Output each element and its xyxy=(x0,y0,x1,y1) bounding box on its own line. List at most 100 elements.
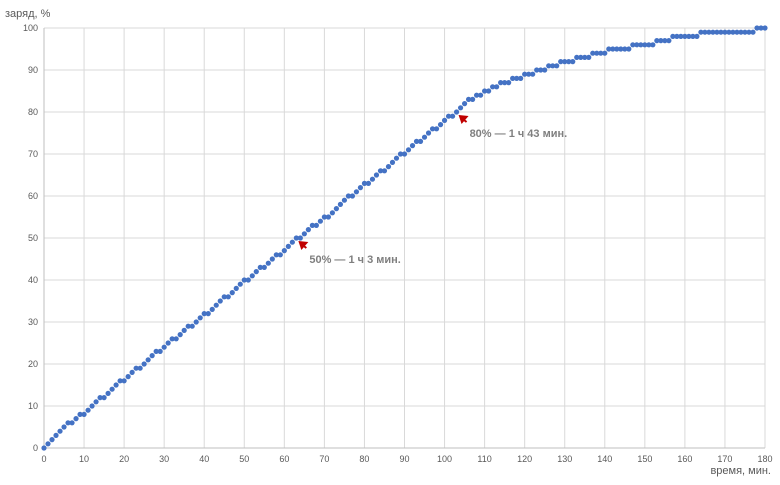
x-tick-label: 60 xyxy=(279,454,289,464)
data-point xyxy=(710,29,716,35)
annotation: 50% — 1 ч 3 мин. xyxy=(298,241,401,266)
data-point xyxy=(261,264,267,270)
data-point xyxy=(582,54,588,61)
data-point xyxy=(53,432,59,438)
data-point xyxy=(137,365,143,371)
x-tick-label: 0 xyxy=(41,454,46,464)
data-point xyxy=(738,29,744,35)
data-point xyxy=(734,29,740,35)
data-point xyxy=(201,311,207,317)
data-point xyxy=(702,29,708,35)
data-point xyxy=(57,428,63,434)
data-point xyxy=(490,84,496,90)
data-point xyxy=(317,218,323,224)
data-point xyxy=(125,374,131,380)
data-point xyxy=(41,445,47,451)
data-point xyxy=(722,29,728,35)
data-point xyxy=(474,92,480,98)
data-point xyxy=(233,285,239,291)
data-point xyxy=(221,294,227,300)
gridlines xyxy=(44,27,766,448)
data-point xyxy=(165,340,171,346)
data-point xyxy=(610,46,616,52)
data-point xyxy=(746,29,752,35)
data-point xyxy=(385,164,392,170)
data-point xyxy=(361,180,368,186)
annotation-arrow-icon xyxy=(298,241,309,250)
data-point xyxy=(646,42,652,48)
data-point xyxy=(209,306,215,312)
y-tick-label: 100 xyxy=(23,23,38,33)
data-point xyxy=(622,46,628,52)
data-point xyxy=(97,395,103,401)
data-point xyxy=(558,59,564,65)
data-point xyxy=(193,319,199,325)
data-point xyxy=(309,222,315,228)
data-point xyxy=(706,29,712,35)
data-point xyxy=(345,193,352,199)
data-point xyxy=(570,59,576,65)
data-point xyxy=(750,29,756,35)
data-point xyxy=(614,46,620,52)
data-point xyxy=(117,378,123,384)
data-point xyxy=(381,168,388,174)
data-point xyxy=(285,243,291,249)
data-point xyxy=(674,33,680,40)
data-point xyxy=(113,382,119,388)
data-point xyxy=(301,231,307,237)
data-point xyxy=(365,180,372,186)
data-point xyxy=(510,75,516,81)
data-point xyxy=(281,248,287,254)
data-point xyxy=(217,298,223,304)
x-tick-label: 100 xyxy=(437,454,452,464)
data-point xyxy=(45,441,51,447)
data-point xyxy=(265,260,271,266)
axes xyxy=(43,28,765,449)
data-point xyxy=(650,42,656,48)
data-point xyxy=(241,277,247,283)
data-point xyxy=(638,42,644,48)
data-point xyxy=(185,323,191,329)
x-axis-title: время, мин. xyxy=(710,465,771,477)
data-point xyxy=(49,437,55,443)
data-point xyxy=(449,113,456,119)
data-point xyxy=(121,378,127,384)
data-point xyxy=(562,59,568,65)
data-point xyxy=(550,63,556,69)
data-point xyxy=(189,323,195,329)
data-point xyxy=(181,327,187,333)
data-point xyxy=(273,252,279,258)
data-point xyxy=(157,348,163,354)
x-tick-label: 140 xyxy=(597,454,612,464)
data-point xyxy=(437,122,444,128)
data-point xyxy=(169,336,175,342)
data-point xyxy=(229,290,235,296)
data-point xyxy=(269,256,275,262)
data-point xyxy=(478,92,484,98)
data-point xyxy=(177,332,183,338)
annotation-arrow-icon xyxy=(458,115,469,124)
data-point xyxy=(530,71,536,77)
x-tick-label: 180 xyxy=(757,454,772,464)
data-point xyxy=(526,71,532,77)
data-point xyxy=(77,411,83,417)
data-point xyxy=(742,29,748,35)
data-point xyxy=(305,227,311,233)
data-point xyxy=(754,25,760,31)
data-point xyxy=(257,264,263,270)
y-tick-label: 80 xyxy=(28,107,38,117)
data-point xyxy=(642,42,648,48)
annotation: 80% — 1 ч 43 мин. xyxy=(458,115,567,140)
data-point xyxy=(313,222,319,228)
annotations: 50% — 1 ч 3 мин. 80% — 1 ч 43 мин. xyxy=(298,115,567,266)
data-point xyxy=(245,277,251,283)
data-point xyxy=(453,109,460,115)
x-tick-label: 130 xyxy=(557,454,572,464)
data-point xyxy=(105,390,111,396)
data-point xyxy=(498,80,504,86)
data-point xyxy=(341,197,348,203)
data-point xyxy=(413,138,420,144)
data-point xyxy=(598,50,604,56)
data-series xyxy=(41,25,768,451)
data-point xyxy=(357,185,364,191)
